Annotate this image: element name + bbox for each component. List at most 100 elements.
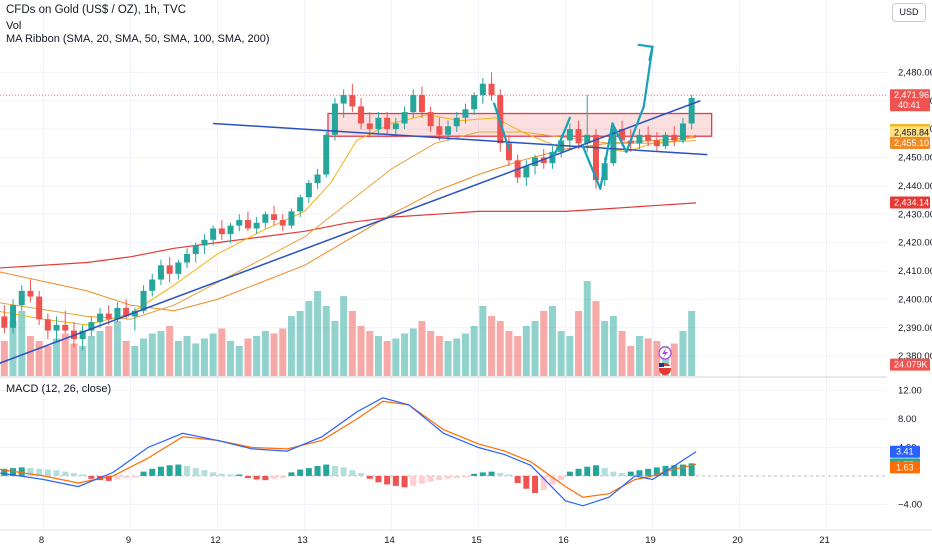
candle-body [288, 211, 295, 226]
time-axis[interactable]: 8 9 12 13 14 15 16 19 20 21 [0, 529, 932, 546]
projection-segment[interactable] [581, 145, 602, 190]
time-tick-label: 9 [126, 535, 131, 546]
price-badge-label: 2,471.96 [894, 90, 929, 100]
histogram-bar [358, 473, 365, 476]
candle-body [427, 112, 434, 127]
signal-line [0, 400, 697, 498]
time-tick-label: 16 [558, 535, 569, 546]
price-tick-label: 2,410.00 [898, 266, 932, 277]
ma-ribbon [0, 114, 697, 326]
candle-body [36, 296, 43, 320]
histogram-bar [149, 468, 156, 476]
candle-body [453, 117, 460, 127]
currency-button[interactable]: USD [892, 3, 926, 22]
histogram-bar [453, 475, 460, 479]
candle-body [123, 307, 130, 317]
macd-tick-label: −4.00 [898, 499, 922, 510]
histogram-bar [392, 475, 399, 486]
macd-legend[interactable]: MACD (12, 26, close) [6, 383, 112, 395]
candle-body [662, 134, 669, 147]
candle-body [218, 228, 225, 235]
candle-body [323, 134, 330, 175]
candle-body [210, 228, 217, 240]
histogram-bar [331, 465, 338, 476]
volume-bar [670, 343, 678, 376]
candle-body [540, 157, 547, 164]
ma-ribbon-legend[interactable]: MA Ribbon (SMA, 20, SMA, 50, SMA, 100, S… [6, 33, 270, 45]
histogram-bar [340, 467, 347, 476]
candle-body [688, 97, 695, 124]
candle-body [97, 313, 104, 323]
volume-bar [113, 321, 121, 376]
price-tick-label: 2,390.00 [898, 323, 932, 334]
trendline[interactable] [0, 100, 701, 365]
volume-bar [287, 316, 295, 376]
histogram-bar [1, 468, 8, 476]
histogram-bar [427, 475, 434, 482]
volume-bar [409, 328, 417, 376]
candle-body [410, 95, 417, 113]
projection-segment[interactable] [625, 105, 645, 153]
volume-bar [418, 321, 426, 376]
volume-bar [61, 333, 69, 376]
macd-axis[interactable]: 12.008.004.00−4.003.411.771.63 [890, 386, 922, 511]
volume-bar [374, 336, 382, 376]
histogram-bar [418, 475, 425, 484]
sma50-line [0, 131, 697, 320]
histogram-bar [131, 475, 138, 478]
volume-bars [0, 281, 696, 376]
volume-bar [244, 338, 252, 376]
histogram-bar [636, 470, 643, 476]
macd-badge-label: 1.63 [896, 462, 914, 472]
price-badge-label: 2,455.10 [894, 138, 929, 148]
histogram-bar [375, 475, 382, 483]
candle-body [114, 307, 121, 320]
us-flag-stripes [659, 366, 671, 368]
candle-body [331, 103, 338, 135]
volume-bar [514, 336, 522, 376]
candle-body [79, 330, 86, 340]
event-icons[interactable] [658, 346, 672, 375]
histogram-bar [688, 463, 695, 476]
histogram-bar [62, 471, 69, 476]
volume-bar [453, 338, 461, 376]
projection-segment[interactable] [551, 116, 571, 162]
volume-bar [366, 331, 374, 376]
projection-segment[interactable] [599, 122, 614, 190]
candle-body [601, 163, 608, 181]
time-tick-label: 20 [732, 535, 743, 546]
candle-body [27, 290, 34, 297]
histogram-bar [619, 473, 626, 476]
projection-segment[interactable] [611, 122, 628, 153]
candle-body [297, 197, 304, 212]
volume-bar [305, 301, 313, 376]
candle-body [401, 112, 408, 124]
volume-legend[interactable]: Vol [6, 20, 22, 32]
volume-bar [253, 336, 261, 376]
candle-body [349, 95, 356, 107]
volume-bar [357, 326, 365, 376]
price-badge [890, 358, 930, 371]
volume-bar [644, 338, 652, 376]
countdown-label: 40:41 [898, 100, 921, 110]
candle-body [592, 134, 599, 181]
volume-bar [314, 291, 322, 376]
volume-bar [635, 336, 643, 376]
candle-body [88, 322, 95, 331]
histogram-bar [584, 466, 591, 476]
price-axis[interactable]: 2,480.002,470.002,460.002,450.002,440.00… [890, 67, 932, 371]
volume-bar [35, 341, 43, 376]
symbol-legend[interactable]: CFDs on Gold (US$ / OZ), 1h, TVC [6, 4, 187, 16]
histogram-bar [436, 475, 443, 481]
candle-body [653, 140, 660, 147]
volume-bar [140, 338, 148, 376]
time-tick-label: 21 [819, 535, 830, 546]
time-tick-label: 8 [39, 535, 44, 546]
volume-bar [87, 336, 95, 376]
candle-body [314, 174, 321, 184]
histogram-bar [297, 469, 304, 476]
candle-body [645, 134, 652, 141]
histogram-bar [88, 475, 95, 479]
candle-body [62, 324, 69, 331]
projection-segment[interactable] [493, 102, 511, 151]
